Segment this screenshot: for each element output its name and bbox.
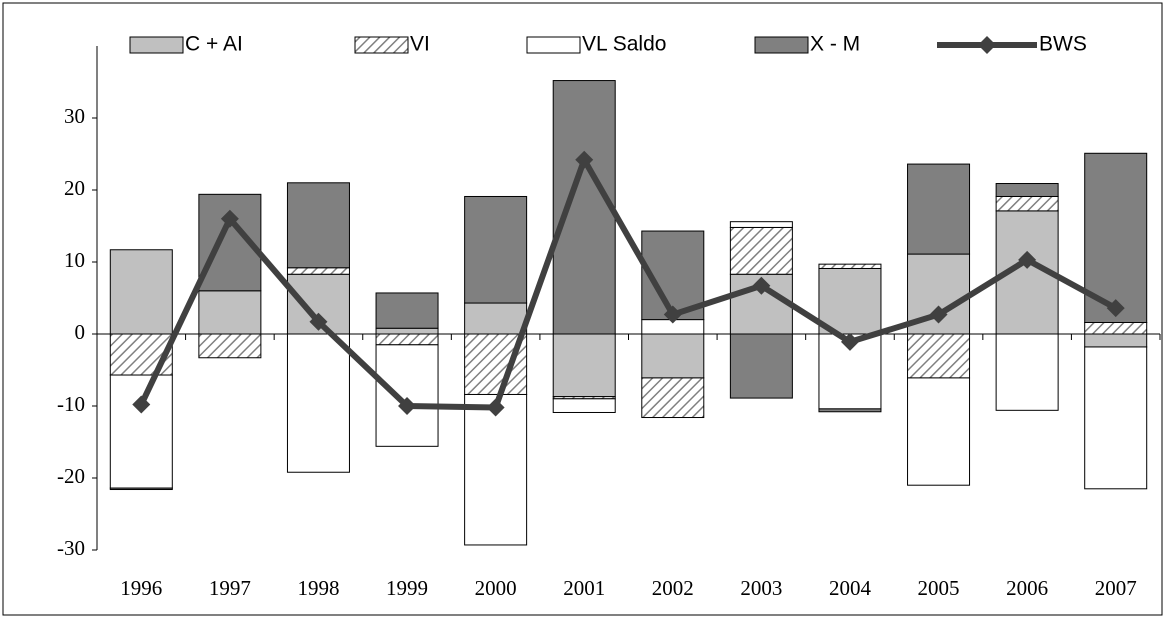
bar: [552, 333, 616, 398]
bar: [464, 195, 528, 304]
marker: [840, 332, 859, 351]
x-tick-label: 2003: [740, 576, 782, 600]
bar: [109, 249, 173, 335]
bar: [464, 302, 528, 335]
legend-marker: [978, 36, 996, 54]
marker: [132, 395, 151, 414]
bar: [907, 333, 971, 379]
bar: [995, 195, 1059, 212]
y-tick-label: -20: [57, 464, 85, 488]
y-tick-label: 10: [64, 248, 85, 272]
marker: [929, 305, 948, 324]
x-tick-label: 2005: [918, 576, 960, 600]
marker: [1018, 250, 1037, 269]
y-tick-label: -10: [57, 392, 85, 416]
marker: [663, 305, 682, 324]
marker: [309, 312, 328, 331]
marker: [486, 398, 505, 417]
bar: [729, 226, 793, 275]
bar: [729, 221, 793, 228]
bar: [1084, 333, 1148, 348]
bar: [1084, 321, 1148, 335]
x-tick-label: 2007: [1095, 576, 1137, 600]
x-tick-label: 1996: [120, 576, 162, 600]
legend-label: C + AI: [185, 33, 243, 56]
bar: [995, 183, 1059, 197]
x-tick-label: 1998: [297, 576, 339, 600]
y-tick-label: 0: [75, 320, 86, 344]
x-tick-label: 2000: [475, 576, 517, 600]
line: [138, 156, 1118, 411]
x-tick-label: 2004: [829, 576, 872, 600]
bar: [641, 377, 705, 419]
x-tick-label: 2002: [652, 576, 694, 600]
bar: [286, 182, 350, 269]
bar: [198, 290, 262, 335]
bar: [552, 80, 616, 335]
legend-swatch: [754, 36, 809, 54]
bar: [375, 327, 439, 335]
marker: [1106, 299, 1125, 318]
bar: [818, 408, 882, 413]
legend-swatch: [354, 36, 409, 54]
marker: [752, 276, 771, 295]
x-tick-label: 2001: [563, 576, 605, 600]
bar: [286, 333, 350, 473]
y-tick-label: 30: [64, 104, 85, 128]
bar: [109, 487, 173, 491]
x-tick-label: 1999: [386, 576, 428, 600]
bar: [907, 377, 971, 486]
x-tick-label: 1997: [209, 576, 251, 600]
y-tick-label: 20: [64, 176, 85, 200]
legend-label: X - M: [810, 33, 860, 56]
bar: [907, 163, 971, 255]
legend-label: VI: [410, 33, 430, 56]
marker: [575, 150, 594, 169]
bar: [729, 333, 793, 399]
marker: [398, 397, 417, 415]
bar: [552, 398, 616, 413]
x-tick-label: 2006: [1006, 576, 1048, 600]
legend-label: BWS: [1039, 33, 1087, 56]
legend-swatch: [129, 36, 184, 54]
marker: [220, 209, 239, 228]
bar: [198, 333, 262, 359]
bar: [286, 267, 350, 275]
y-tick-label: -30: [57, 536, 85, 560]
bar: [375, 344, 439, 447]
bar: [1084, 346, 1148, 490]
bar: [109, 374, 173, 489]
bar: [995, 333, 1059, 411]
bar: [375, 333, 439, 346]
bar: [641, 333, 705, 379]
bar: [464, 393, 528, 546]
bar: [818, 267, 882, 335]
legend-label: VL Saldo: [582, 33, 666, 56]
legend-swatch: [526, 36, 581, 54]
bar: [818, 263, 882, 269]
bar: [375, 292, 439, 329]
